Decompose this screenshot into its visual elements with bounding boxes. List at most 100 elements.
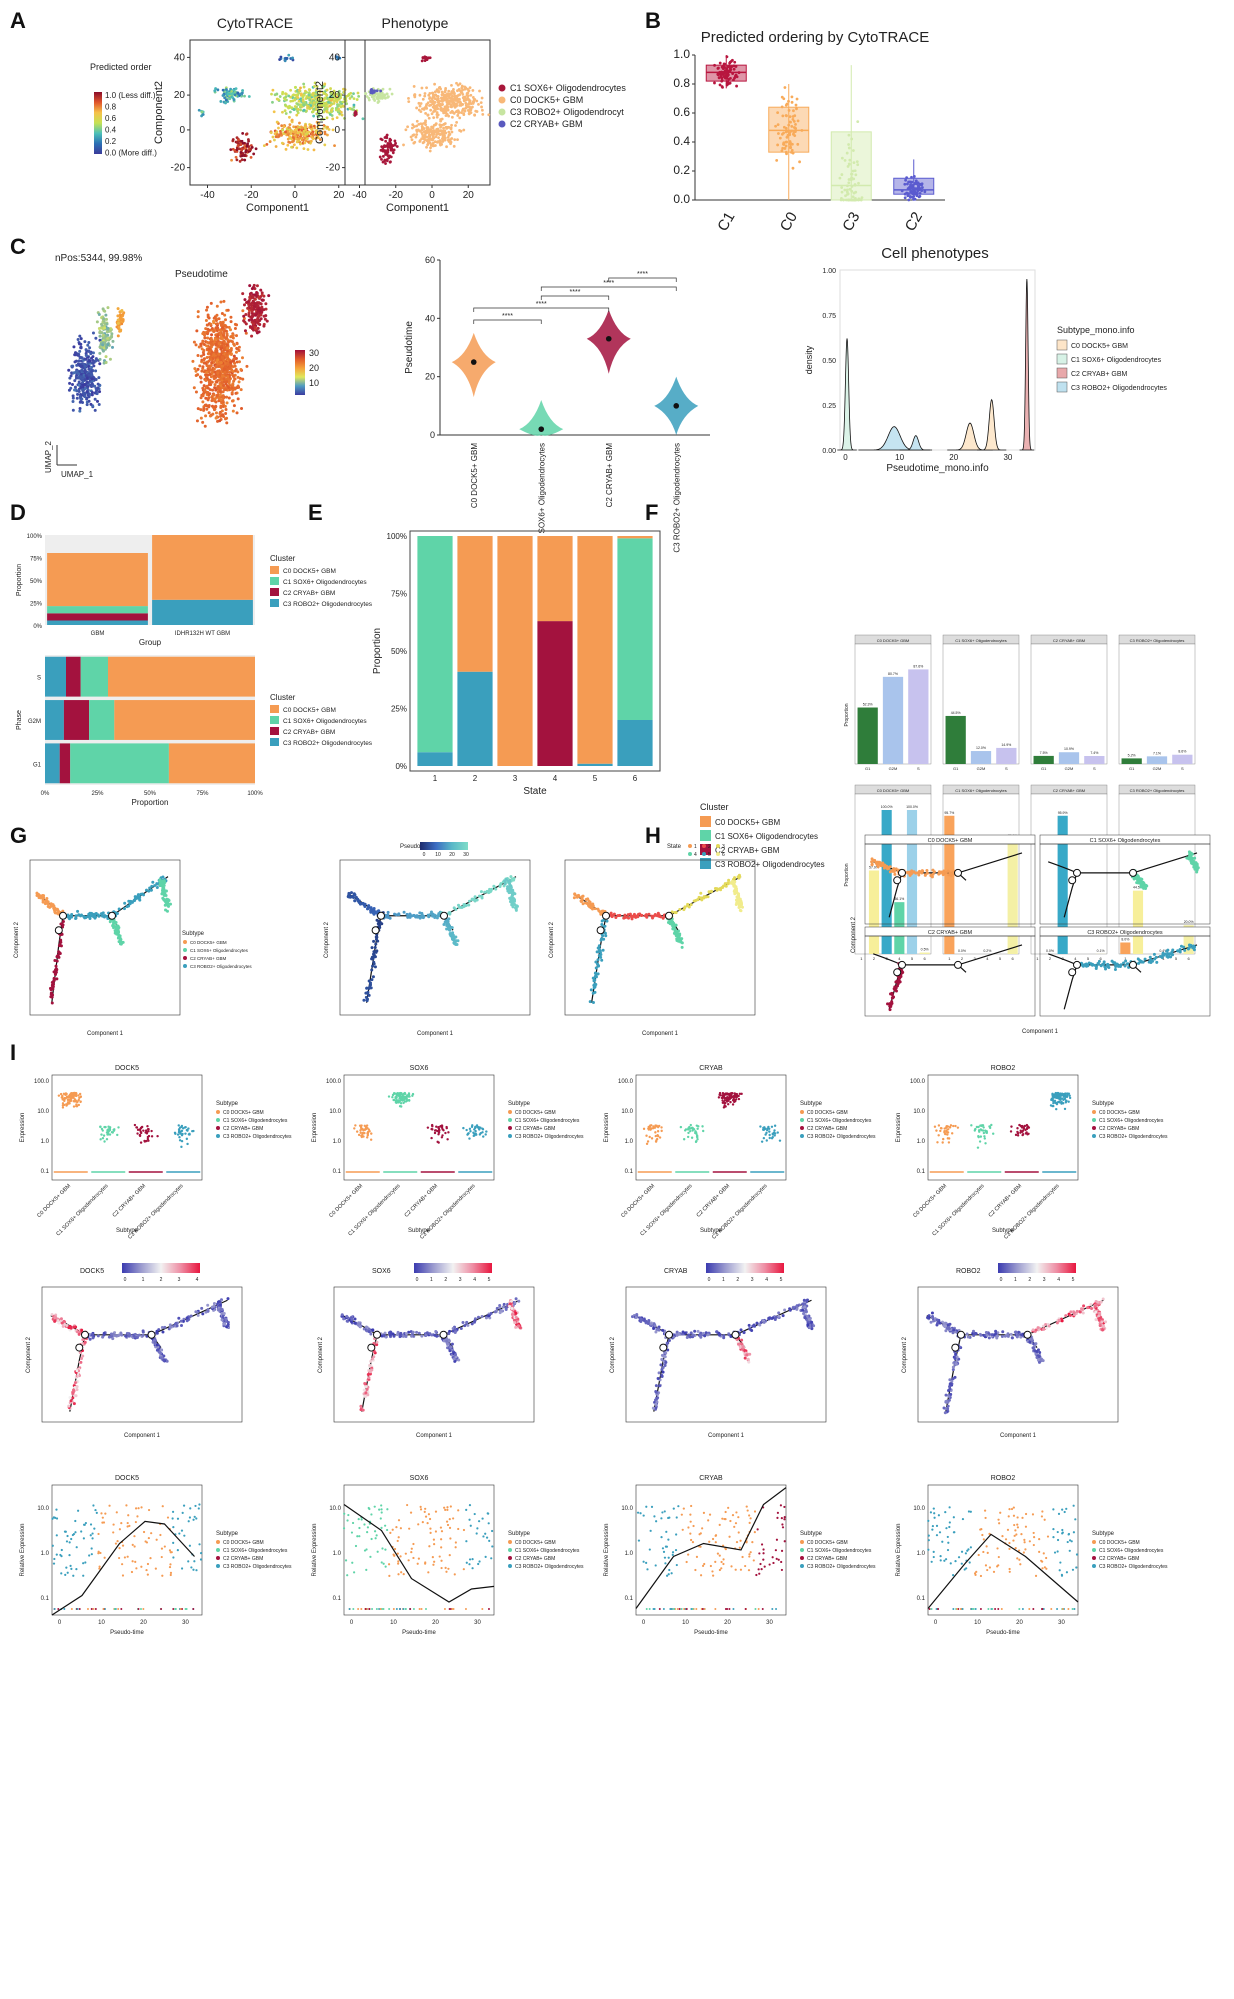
cell-point — [283, 97, 287, 101]
cell-point — [435, 916, 439, 920]
cell-point — [98, 390, 102, 394]
cell-point — [118, 329, 122, 333]
cell-point — [209, 363, 213, 367]
cell-point — [91, 331, 95, 335]
cell-point — [106, 306, 110, 310]
cell-point — [217, 396, 221, 400]
cell-point — [445, 92, 449, 96]
y-axis-label: density — [804, 345, 814, 374]
cell-point — [220, 409, 224, 413]
cell-point — [295, 90, 299, 93]
cell-point — [239, 151, 243, 154]
x-tick-label: 5 — [1087, 956, 1090, 961]
cell-point — [80, 368, 84, 372]
cell-point — [450, 115, 454, 119]
cell-point — [302, 93, 306, 97]
cell-point — [870, 863, 874, 867]
branch-node — [440, 911, 448, 920]
cell-point — [222, 331, 226, 335]
cell-point — [225, 343, 229, 347]
cell-point — [116, 321, 120, 325]
panel-letter-b: B — [645, 8, 661, 33]
y-tick-label: 50% — [391, 647, 407, 656]
panel-a-phenotype: Phenotype-40 -20 0 2040200-20Component1Comp… — [314, 15, 626, 214]
x-tick-label: 0 — [429, 190, 435, 201]
cell-point — [202, 384, 206, 388]
legend-label: C0 DOCK5+ GBM — [1071, 343, 1128, 350]
cell-point — [511, 898, 515, 902]
cell-point — [295, 113, 299, 117]
jitter-point — [843, 159, 847, 162]
cell-point — [231, 138, 235, 141]
cell-point — [71, 394, 75, 398]
cell-point — [407, 100, 411, 104]
cell-point — [192, 386, 196, 390]
cell-point — [218, 389, 222, 393]
bar-segment — [168, 743, 255, 784]
cell-point — [207, 347, 211, 351]
cell-point — [416, 128, 420, 132]
cell-point — [45, 901, 49, 905]
cell-point — [259, 317, 263, 321]
facet-bar — [1121, 758, 1142, 764]
cell-point — [216, 88, 220, 92]
cell-point — [312, 114, 316, 118]
cell-point — [433, 140, 437, 144]
cell-point — [385, 92, 389, 96]
cell-point — [388, 87, 392, 91]
cell-point — [432, 132, 436, 136]
cell-point — [450, 130, 454, 134]
cell-point — [201, 339, 205, 343]
jitter-point — [917, 195, 921, 199]
bar-segment — [45, 743, 60, 784]
cell-point — [256, 304, 260, 308]
panel-letter-d: D — [10, 500, 26, 525]
cell-point — [383, 144, 387, 148]
cell-point — [419, 102, 423, 105]
cell-point — [575, 895, 579, 899]
cell-point — [156, 882, 160, 886]
bar-segment — [497, 536, 533, 766]
cell-point — [414, 135, 418, 139]
cell-point — [462, 113, 466, 117]
cell-point — [689, 903, 693, 907]
cell-point — [327, 128, 331, 131]
bar-value-label: 0.1% — [1097, 949, 1105, 953]
legend-label: C3 ROBO2+ Oligodendrocyt — [510, 107, 624, 117]
cell-point — [318, 93, 322, 97]
cell-point — [467, 89, 471, 93]
cell-point — [464, 98, 467, 102]
cell-point — [249, 148, 253, 151]
jitter-point — [847, 146, 851, 150]
cell-point — [337, 89, 341, 93]
x-tick-label: 5 — [593, 774, 598, 783]
cell-point — [428, 96, 432, 99]
cell-point — [103, 341, 107, 345]
cell-point — [336, 57, 339, 61]
cell-point — [287, 126, 291, 129]
cell-point — [342, 87, 345, 91]
cell-point — [213, 337, 217, 341]
legend-label: C1 SOX6+ Oligodendrocytes — [283, 718, 367, 725]
cell-point — [296, 107, 300, 111]
facet-bar — [857, 707, 878, 764]
cell-point — [427, 915, 431, 919]
cell-point — [108, 329, 112, 333]
cell-point — [699, 891, 703, 895]
cell-point — [70, 913, 74, 917]
cell-point — [223, 388, 227, 392]
cell-point — [406, 125, 410, 129]
jitter-point — [923, 190, 927, 194]
cell-point — [210, 333, 214, 337]
cell-point — [204, 414, 208, 418]
jitter-point — [722, 75, 726, 78]
bar-segment — [537, 621, 573, 766]
y-tick-label: 0.50 — [822, 358, 836, 365]
legend-label: C2 CRYAB+ GBM — [283, 590, 335, 597]
cell-point — [292, 143, 296, 147]
cell-point — [239, 367, 243, 371]
cell-point — [435, 106, 439, 110]
cell-point — [503, 882, 507, 886]
cell-point — [117, 907, 121, 911]
x-tick-label: -40 — [200, 190, 215, 201]
